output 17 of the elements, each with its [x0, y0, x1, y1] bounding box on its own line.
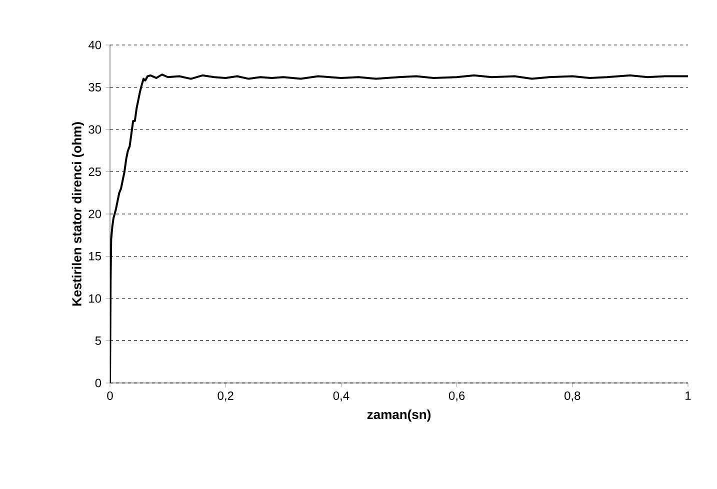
x-tick-label: 0,2 [218, 391, 234, 402]
x-tick-label: 0,8 [564, 391, 580, 402]
y-tick-label: 25 [88, 168, 102, 176]
y-tick-label: 10 [89, 294, 102, 303]
x-tick-label: 0,4 [333, 391, 350, 402]
x-axis-title: zaman(sn) [367, 410, 430, 422]
y-tick-label: 5 [95, 336, 102, 345]
y-tick-label: 0 [95, 378, 102, 388]
y-tick-label: 35 [88, 83, 102, 92]
y-tick-label: 15 [89, 252, 102, 260]
x-tick-label: 0 [107, 391, 113, 400]
x-tick-label: 1 [686, 391, 691, 400]
y-axis-title: Kestirilen stator direnci (ohm) [72, 122, 84, 306]
x-tick-label: 0,6 [448, 391, 465, 402]
y-tick-label: 30 [88, 125, 102, 134]
y-tick-label: 20 [88, 210, 102, 218]
y-tick-label: 40 [88, 40, 102, 50]
